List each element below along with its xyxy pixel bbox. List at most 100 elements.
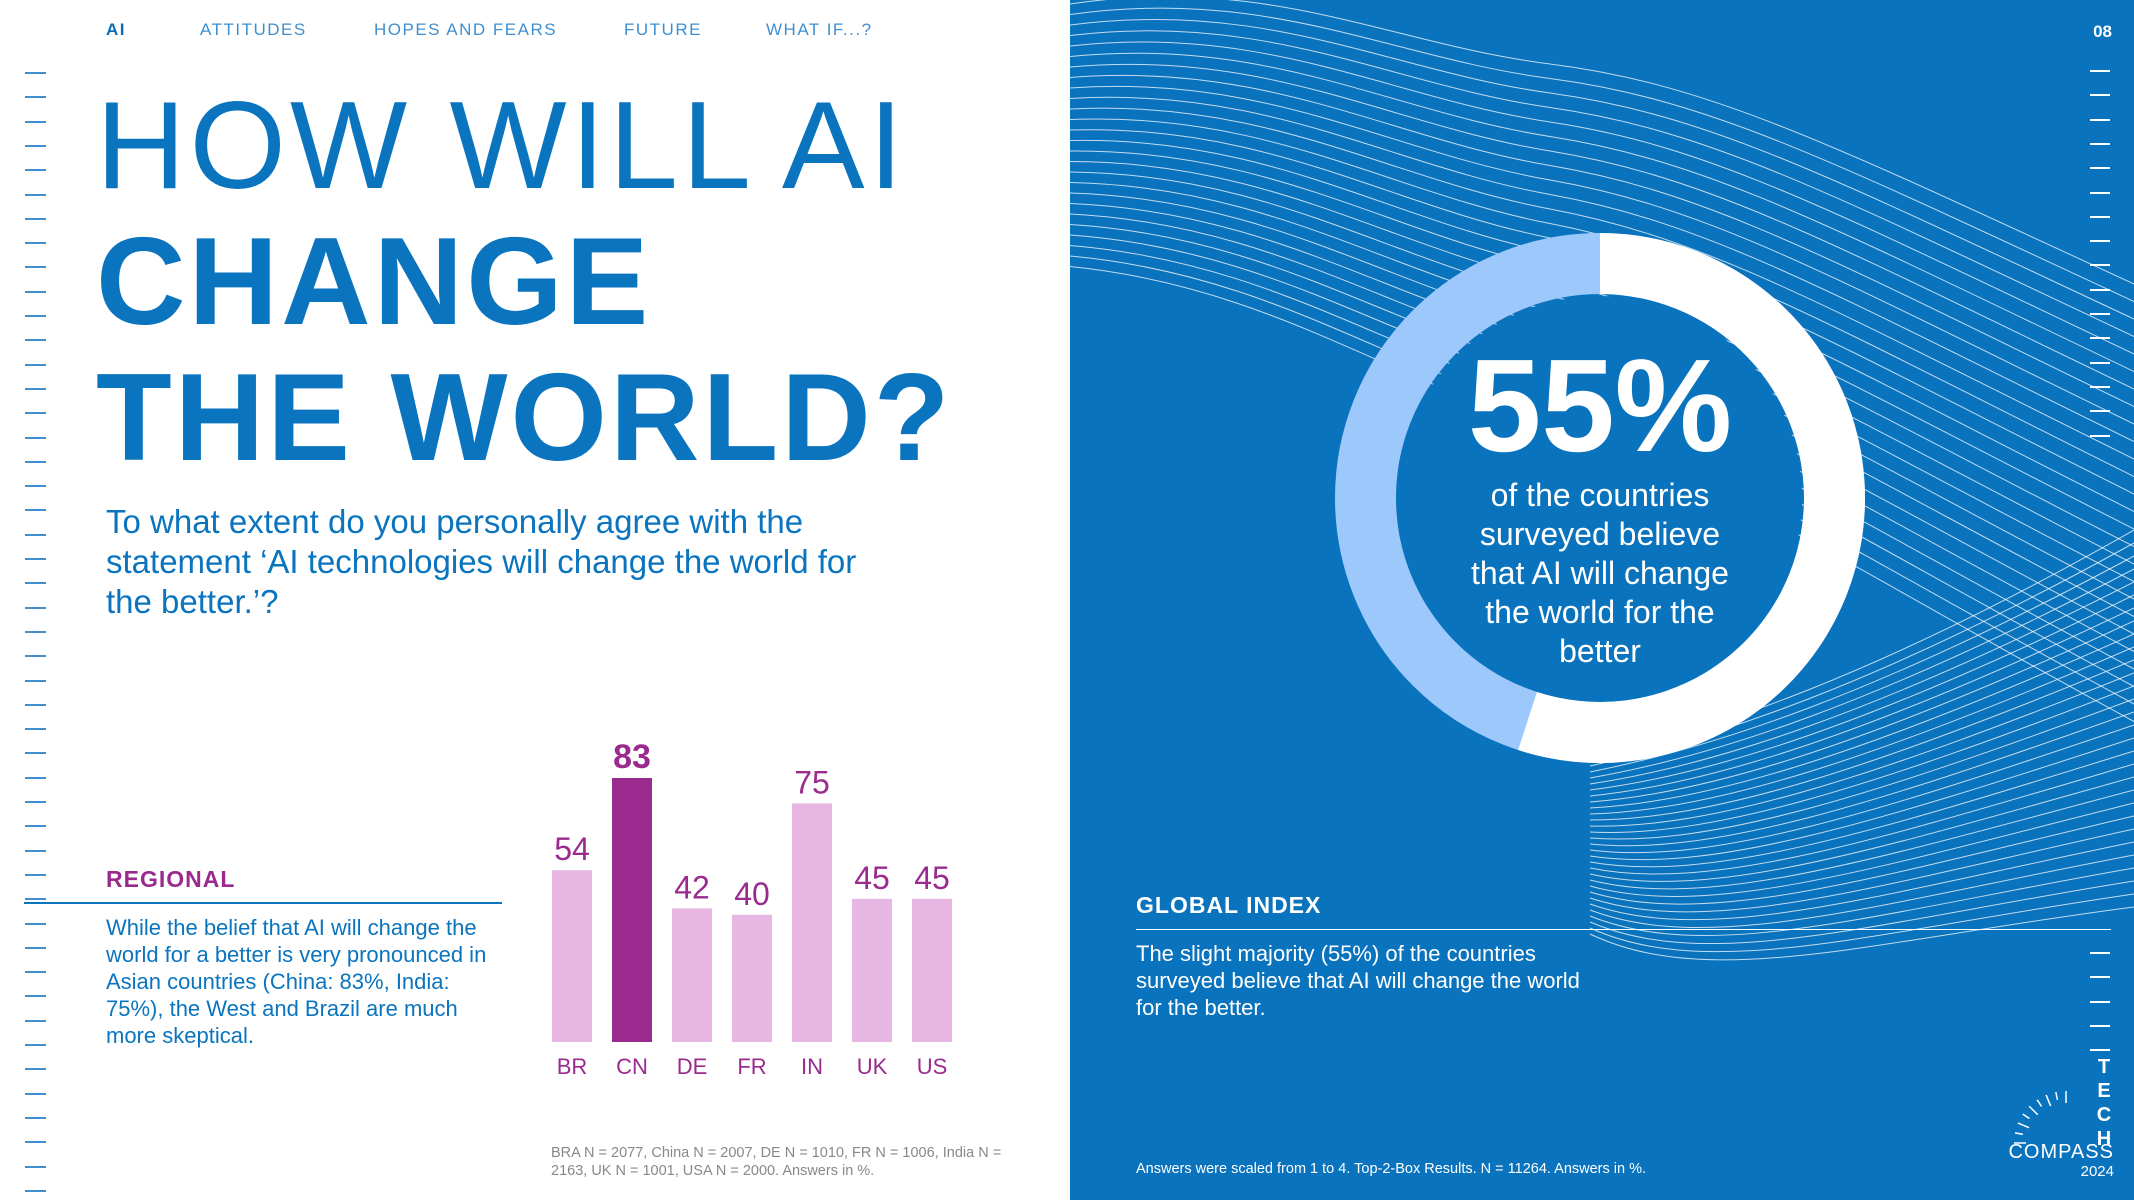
margin-tick [25,1189,46,1192]
wave-line [1589,724,2134,854]
wave-line [1070,171,2134,565]
margin-tick [2090,167,2110,170]
wave-line [1589,815,2134,905]
donut-slice-agree [1518,233,1865,763]
global-index-text: The slight majority (55%) of the countri… [1136,941,1580,1020]
margin-tick [25,436,46,439]
margin-tick [25,363,46,366]
margin-tick [25,801,46,803]
margin-tick [25,971,46,974]
margin-tick [25,96,46,99]
page-number: 08 [2093,22,2112,41]
margin-tick [2090,434,2110,437]
category-label-fr: FR [737,1054,766,1079]
margin-tick [25,144,46,147]
nav-item-hopes-and-fears[interactable]: HOPES AND FEARS [374,20,558,39]
tech-compass-logo: T E C H COMPASS 2024 [1984,1055,2114,1185]
margin-tick [25,1116,46,1119]
bar-uk [852,898,892,1042]
logo-letter-t: T [2097,1056,2111,1078]
margin-tick [25,1019,46,1022]
margin-tick [25,1092,46,1095]
regional-bar-chart: 54 BR 83 CN 42 DE 40 FR 75 IN 45 UK 45 US [552,738,952,1079]
wave-line [1589,854,2134,928]
margin-tick [25,315,46,317]
wave-line [1070,107,2134,460]
margin-tick [25,485,46,488]
margin-tick [25,1044,46,1046]
wave-line [1589,737,2134,861]
value-label-in: 75 [794,764,830,800]
margin-tick [2090,385,2110,388]
wave-line [1070,63,2134,390]
margin-tick [25,655,46,658]
nav-item-future[interactable]: FUTURE [624,20,702,39]
margin-tick [2090,976,2110,979]
margin-tick [25,946,46,949]
compass-ray [2045,1094,2052,1107]
donut-hole [1398,296,1802,700]
margin-tick [25,412,46,415]
margin-tick [25,169,46,172]
margin-tick [25,72,46,74]
wave-line [1589,581,2134,785]
margin-tick [25,582,46,585]
title-line-1: HOW WILL AI [96,77,908,215]
bar-chart-footnote: BRA N = 2077, China N = 2007, DE N = 101… [551,1145,1002,1179]
category-label-in: IN [801,1054,823,1079]
regional-divider [24,902,502,904]
value-label-uk: 45 [854,860,890,896]
wave-line [1070,85,2134,425]
wave-line [1589,607,2134,797]
logo-word: COMPASS [2008,1141,2114,1163]
margin-tick [25,728,46,731]
compass-ray [2036,1099,2043,1107]
margin-tick [2090,288,2110,291]
margin-tick [2090,361,2110,364]
donut-percentage: 55% [1467,332,1733,479]
nav-item-attitudes[interactable]: ATTITUDES [200,20,307,39]
wave-line [1589,646,2134,815]
logo-letters: T E C H [2094,1055,2114,1151]
value-label-cn: 83 [613,738,651,776]
margin-tick [2090,70,2110,72]
left-page: AI ATTITUDES HOPES AND FEARS FUTURE WHAT… [24,20,1002,1192]
nav-item-what-if[interactable]: WHAT IF...? [766,20,873,39]
value-label-fr: 40 [734,876,770,912]
margin-tick [25,1141,46,1144]
margin-tick [25,825,46,828]
wave-line [1589,750,2134,868]
wave-line [1589,802,2134,897]
margin-tick [25,922,46,925]
margin-tick [25,339,46,342]
margin-tick [25,387,46,390]
logo-letter-c: C [2096,1104,2112,1126]
margin-tick [2090,240,2110,243]
category-label-cn: CN [616,1054,648,1079]
wave-line [1070,41,2134,355]
margin-tick [25,533,46,536]
margin-tick [25,290,46,293]
wave-line [1589,893,2134,953]
margin-tick [25,703,46,706]
title-line-3: THE WORLD? [96,349,953,487]
value-label-br: 54 [554,831,590,867]
regional-text: While the belief that AI will change the… [106,915,487,1048]
nav-item-ai[interactable]: AI [106,20,126,39]
margin-tick [25,266,46,269]
compass-ray [2028,1105,2039,1116]
value-label-us: 45 [914,860,950,896]
compass-ray [2055,1091,2059,1100]
global-index-donut-chart [1335,233,1865,763]
bar-in [792,803,832,1042]
global-index-divider [1136,929,2111,930]
compass-ray [2014,1132,2023,1136]
wave-line [1589,685,2134,833]
title-line-2: CHANGE [96,213,652,351]
margin-tick [25,606,46,609]
wave-line [1070,0,2134,285]
margin-tick [25,1068,46,1071]
wave-line [1070,18,2134,320]
margin-tick [2090,264,2110,267]
wave-line [1070,30,2134,337]
